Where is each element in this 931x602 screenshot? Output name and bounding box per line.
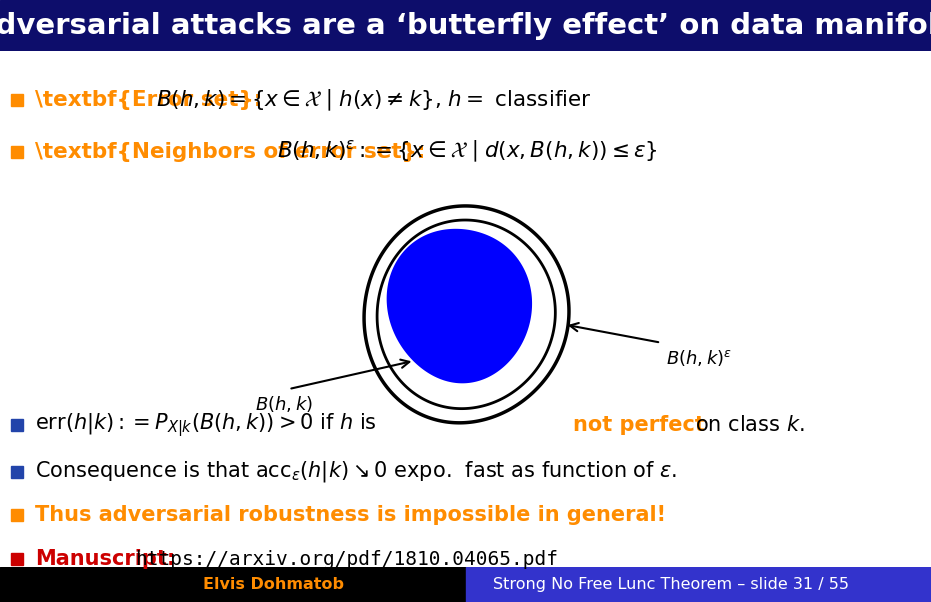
Text: Thus adversarial robustness is impossible in general!: Thus adversarial robustness is impossibl… [35, 506, 667, 526]
Text: err$(h|k) := P_{X|k}(B(h,k)) > 0$ if $h$ is: err$(h|k) := P_{X|k}(B(h,k)) > 0$ if $h$… [35, 412, 378, 439]
Polygon shape [386, 229, 533, 383]
Bar [0, 567, 466, 602]
Polygon shape [364, 206, 569, 423]
Bar [466, 567, 931, 602]
Text: on class $k$.: on class $k$. [695, 415, 804, 435]
Text: Elvis Dohmatob: Elvis Dohmatob [204, 577, 344, 592]
Text: not perfect: not perfect [573, 415, 706, 435]
Text: Manuscript:: Manuscript: [35, 550, 176, 569]
Text: \textbf{Neighbors of error set}:: \textbf{Neighbors of error set}: [35, 142, 425, 162]
Polygon shape [377, 220, 555, 409]
Text: Strong No Free Lunc Theorem – slide 31 / 55: Strong No Free Lunc Theorem – slide 31 /… [493, 577, 849, 592]
Text: Adversarial attacks are a ‘butterfly effect’ on data manifold: Adversarial attacks are a ‘butterfly eff… [0, 11, 931, 40]
Text: https://arxiv.org/pdf/1810.04065.pdf: https://arxiv.org/pdf/1810.04065.pdf [135, 550, 558, 569]
Text: $B(h, k)^\varepsilon$: $B(h, k)^\varepsilon$ [666, 348, 732, 368]
Text: \textbf{Error set}:: \textbf{Error set}: [35, 90, 263, 110]
Text: Consequence is that $\mathrm{acc}_\varepsilon(h|k) \searrow 0$ expo.  fast as fu: Consequence is that $\mathrm{acc}_\varep… [35, 459, 678, 484]
Text: $B(h, k)^\varepsilon := \{x \in \mathcal{X} \mid d(x, B(h, k)) \leq \varepsilon\: $B(h, k)^\varepsilon := \{x \in \mathcal… [277, 138, 658, 165]
Text: $B(h, k) = \{x \in \mathcal{X} \mid h(x) \neq k\}$, $h =$ classifier: $B(h, k) = \{x \in \mathcal{X} \mid h(x)… [156, 87, 592, 113]
Text: $B(h,k)$: $B(h,k)$ [255, 394, 313, 414]
